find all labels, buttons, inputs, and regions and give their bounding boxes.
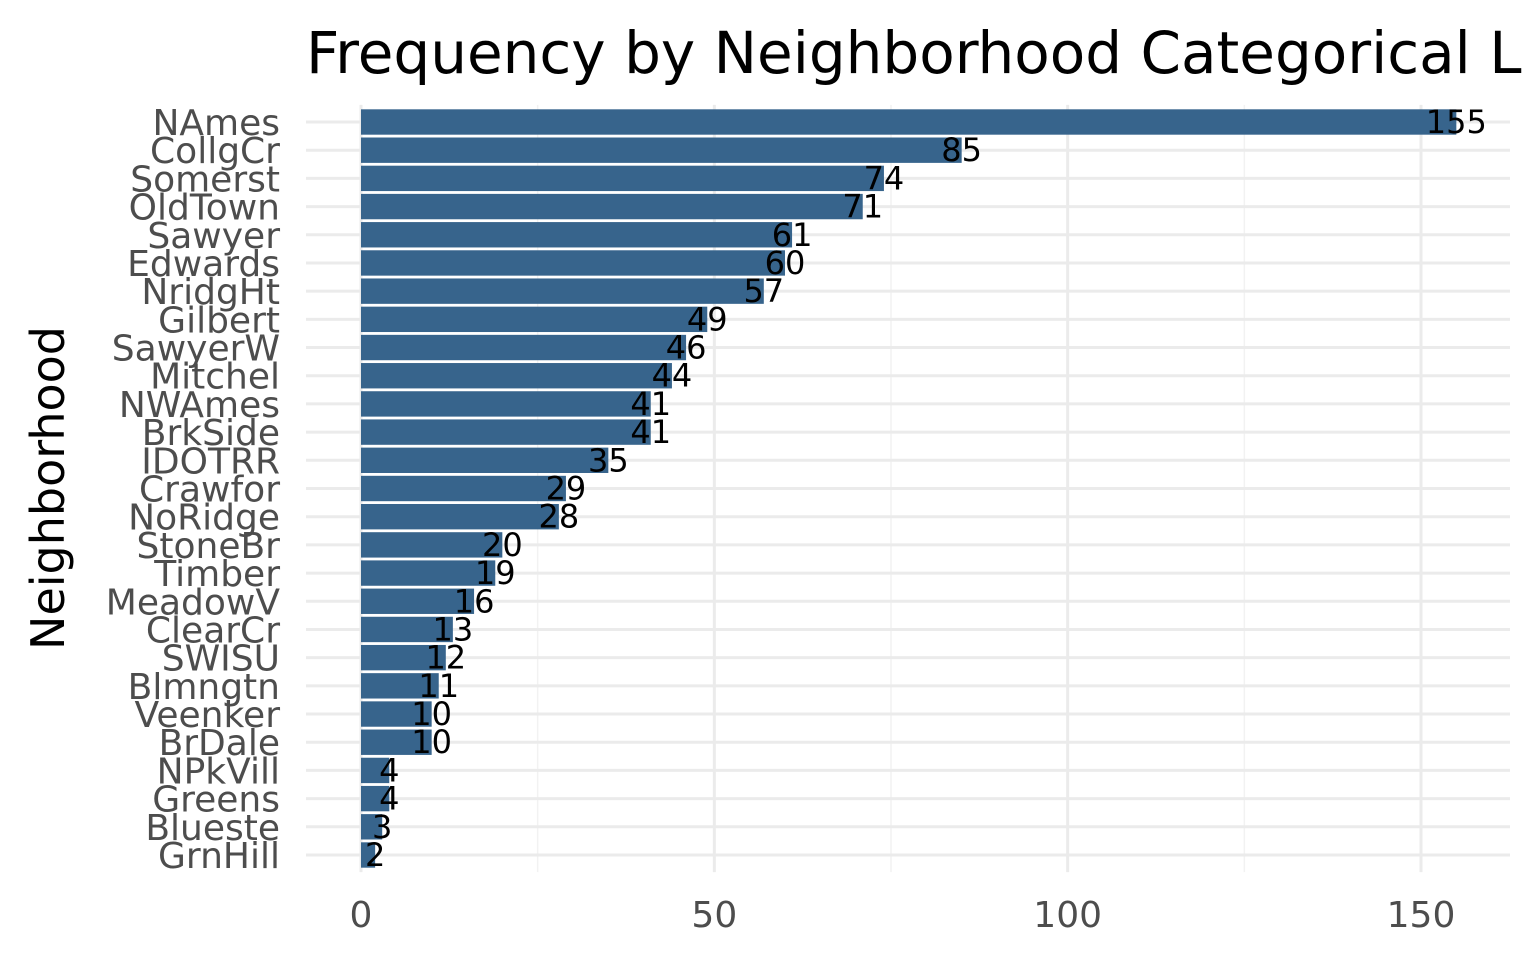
data-label: 11 bbox=[418, 667, 459, 705]
category-label: Blmngtn bbox=[128, 667, 280, 708]
category-label: Somerst bbox=[130, 159, 280, 200]
bar bbox=[361, 842, 376, 868]
category-label: CollgCr bbox=[150, 131, 280, 172]
data-label: 29 bbox=[546, 470, 587, 508]
data-label: 61 bbox=[772, 216, 813, 254]
x-tick-label: 50 bbox=[691, 895, 737, 936]
bar bbox=[361, 137, 962, 163]
bar bbox=[361, 785, 390, 812]
category-label: SawyerW bbox=[112, 329, 280, 370]
category-label: Edwards bbox=[127, 244, 280, 285]
bar bbox=[361, 504, 559, 530]
category-label: BrDale bbox=[159, 723, 280, 764]
category-label: GrnHill bbox=[158, 836, 280, 877]
bar bbox=[361, 363, 672, 389]
data-label: 44 bbox=[652, 357, 693, 395]
data-label: 4 bbox=[379, 780, 399, 818]
data-label: 35 bbox=[588, 441, 629, 479]
data-label: 16 bbox=[454, 582, 495, 620]
category-label: NoRidge bbox=[128, 498, 280, 539]
data-label: 71 bbox=[842, 188, 883, 226]
bar bbox=[361, 278, 764, 304]
bar bbox=[361, 222, 793, 248]
category-label: StoneBr bbox=[137, 526, 281, 567]
data-label: 19 bbox=[475, 554, 516, 592]
bar bbox=[361, 109, 1457, 135]
category-label: IDOTRR bbox=[141, 441, 280, 482]
bar bbox=[361, 757, 390, 784]
bar bbox=[361, 673, 439, 699]
bar bbox=[361, 306, 708, 333]
category-label: NAmes bbox=[152, 103, 280, 144]
bar bbox=[361, 391, 651, 417]
category-label: NPkVill bbox=[157, 751, 280, 792]
data-label: 74 bbox=[864, 159, 905, 197]
data-label: 10 bbox=[411, 695, 452, 733]
x-tick-label: 100 bbox=[1033, 895, 1102, 936]
bar bbox=[361, 644, 446, 671]
category-label: ClearCr bbox=[146, 610, 280, 651]
category-label: Crawfor bbox=[139, 470, 280, 511]
data-label: 49 bbox=[687, 300, 728, 338]
bar bbox=[361, 334, 687, 361]
data-label: 46 bbox=[666, 329, 707, 367]
category-label: NridgHt bbox=[141, 272, 280, 313]
bars bbox=[361, 109, 1457, 868]
bar bbox=[361, 701, 432, 727]
chart-title: Frequency by Neighborhood Categorical L bbox=[306, 19, 1522, 87]
bar bbox=[361, 729, 432, 755]
data-labels: 1558574716160574946444141352928201916131… bbox=[365, 103, 1487, 874]
x-tick-label: 150 bbox=[1387, 895, 1456, 936]
category-label: BrkSide bbox=[142, 413, 280, 454]
data-label: 41 bbox=[630, 413, 671, 451]
category-label: Blueste bbox=[145, 808, 280, 849]
data-label: 13 bbox=[433, 610, 474, 648]
bar bbox=[361, 532, 503, 558]
category-axis: NAmesCollgCrSomerstOldTownSawyerEdwardsN… bbox=[106, 103, 281, 877]
category-label: Gilbert bbox=[158, 300, 280, 341]
category-label: NWAmes bbox=[119, 385, 280, 426]
x-tick-label: 0 bbox=[350, 895, 373, 936]
bar bbox=[361, 616, 453, 643]
data-label: 41 bbox=[630, 385, 671, 423]
category-label: Timber bbox=[153, 554, 280, 595]
bar bbox=[361, 193, 863, 220]
category-label: Sawyer bbox=[147, 216, 280, 257]
data-label: 20 bbox=[482, 526, 523, 564]
bar bbox=[361, 560, 496, 586]
data-label: 57 bbox=[743, 272, 784, 310]
data-label: 155 bbox=[1426, 103, 1487, 141]
category-label: Mitchel bbox=[150, 357, 280, 398]
category-label: MeadowV bbox=[106, 582, 281, 623]
data-label: 2 bbox=[365, 836, 385, 874]
category-label: Greens bbox=[152, 780, 280, 821]
bar bbox=[361, 588, 475, 614]
bar bbox=[361, 250, 785, 276]
data-label: 12 bbox=[425, 639, 466, 677]
data-label: 28 bbox=[539, 498, 580, 536]
category-label: SWISU bbox=[162, 639, 280, 680]
data-label: 10 bbox=[411, 723, 452, 761]
data-label: 60 bbox=[765, 244, 806, 282]
bar bbox=[361, 475, 566, 502]
bar bbox=[361, 447, 609, 473]
data-label: 4 bbox=[379, 751, 399, 789]
data-label: 85 bbox=[941, 131, 982, 169]
category-label: OldTown bbox=[129, 188, 280, 229]
value-axis: 0 50 100 150 bbox=[350, 895, 1456, 936]
bar bbox=[361, 419, 651, 445]
data-label: 3 bbox=[372, 808, 392, 846]
bar bbox=[361, 814, 383, 840]
bar bbox=[361, 165, 884, 192]
category-label: Veenker bbox=[135, 695, 281, 736]
y-axis-title: Neighborhood bbox=[21, 326, 75, 650]
